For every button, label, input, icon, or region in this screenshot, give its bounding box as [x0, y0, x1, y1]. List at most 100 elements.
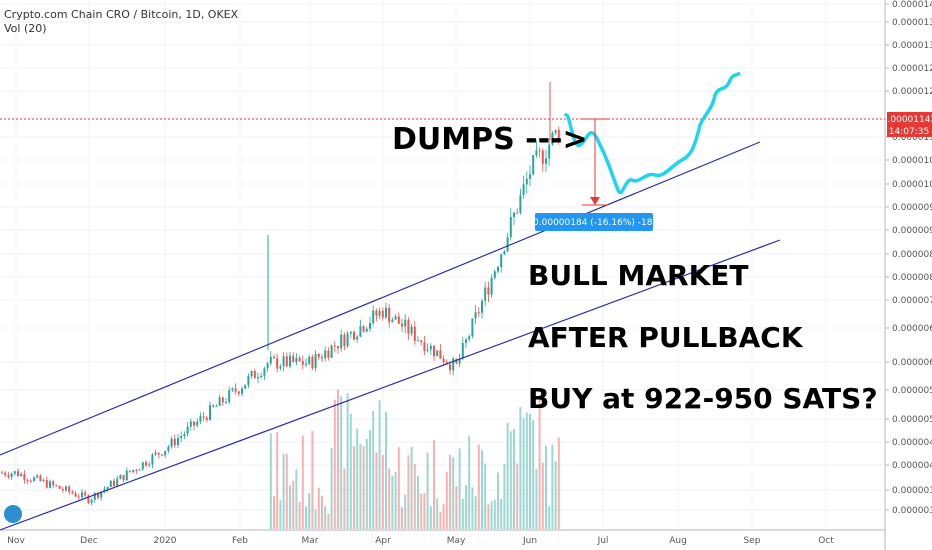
candle-body	[353, 331, 355, 340]
volume-bar	[321, 495, 323, 529]
candle-body	[273, 356, 275, 359]
volume-bar	[458, 448, 461, 529]
candle-body	[356, 336, 359, 340]
tradingview-logo-icon[interactable]	[4, 505, 22, 523]
candle-body	[461, 342, 464, 359]
candle-body	[471, 318, 474, 337]
time-axis[interactable]: Nov Dec 2020 Feb Mar Apr May Jun Jul Aug Sep Oct	[7, 536, 834, 546]
volume-bar	[397, 447, 400, 529]
candle-body	[525, 178, 528, 185]
volume-bar	[269, 433, 272, 529]
candle-body	[241, 388, 243, 394]
volume-bar	[548, 505, 551, 529]
candle-body	[423, 342, 426, 352]
price-tick-label: 0.00001100	[892, 133, 932, 143]
price-tick-label: 0.00001400	[892, 0, 932, 10]
volume-bar	[468, 435, 471, 529]
candle-body	[61, 488, 64, 491]
candle-body	[26, 480, 29, 482]
candle-body	[106, 486, 109, 490]
candle-body	[541, 150, 544, 164]
candle-body	[148, 464, 151, 466]
candle-body	[154, 452, 157, 455]
price-tick-label: 0.00000630	[892, 358, 932, 368]
candle-body	[263, 368, 266, 376]
candle-body	[433, 345, 435, 357]
volume-bar	[407, 455, 410, 529]
upper-channel-line[interactable]	[0, 141, 761, 456]
candle-body	[321, 357, 323, 359]
volume-bar	[333, 399, 336, 529]
candle-body	[522, 184, 525, 195]
volume-bar	[308, 493, 311, 529]
time-tick-label: Feb	[232, 536, 248, 546]
lower-channel-line[interactable]	[0, 239, 781, 531]
candle-body	[196, 421, 199, 426]
candle-body	[513, 212, 515, 217]
price-axis[interactable]: 0.00001400 0.00001350 0.00001300 0.00001250…	[885, 0, 932, 516]
candle-body	[375, 310, 378, 316]
candle-body	[529, 174, 531, 179]
candle-body	[55, 485, 58, 487]
candle-body	[225, 402, 227, 404]
volume-bar	[538, 395, 541, 529]
candle-body	[481, 300, 483, 313]
current-price-badge	[887, 112, 932, 125]
volume-indicator-label[interactable]: Vol (20)	[4, 22, 47, 35]
volume-bar	[404, 494, 407, 529]
volume-bar	[346, 393, 349, 529]
candle-body	[138, 469, 141, 471]
volume-bar	[487, 504, 490, 529]
candle-body	[93, 493, 96, 500]
price-tick-label: 0.00000320	[892, 506, 932, 516]
candle-body	[39, 475, 42, 482]
candle-body	[378, 310, 381, 316]
countdown-badge	[887, 125, 932, 137]
volume-bar	[445, 471, 448, 529]
volume-bar	[481, 450, 483, 529]
volume-bar	[365, 438, 368, 529]
volume-bar	[330, 448, 333, 529]
volume-bar	[292, 480, 295, 529]
projection-path[interactable]	[563, 71, 742, 195]
candle-body	[23, 473, 26, 481]
candle-body	[545, 158, 547, 164]
candle-body	[183, 433, 186, 436]
candle-body	[532, 155, 535, 175]
volume-bar	[426, 452, 429, 529]
volume-bar	[513, 428, 515, 529]
candle-body	[506, 237, 509, 252]
candle-body	[49, 481, 51, 488]
candle-body	[167, 446, 170, 451]
volume-bar	[500, 498, 503, 529]
candle-body	[458, 358, 461, 364]
volume-bar	[391, 475, 394, 529]
candle-body	[429, 345, 432, 350]
volume-bar	[519, 406, 522, 529]
volume-bar	[295, 469, 298, 529]
candle-body	[359, 326, 362, 337]
candle-body	[548, 144, 551, 159]
chart-title[interactable]: Crypto.com Chain CRO / Bitcoin, 1D, OKEX	[4, 8, 239, 21]
volume-bar	[471, 487, 474, 529]
candle-body	[407, 319, 410, 334]
candle-body	[42, 480, 45, 482]
channel-lines[interactable]	[0, 141, 781, 531]
candle-body	[161, 454, 163, 456]
candle-body	[298, 357, 301, 362]
volume-bar	[282, 453, 285, 529]
candle-body	[74, 493, 77, 497]
candle-body	[119, 475, 122, 479]
candle-body	[164, 450, 167, 456]
candle-body	[177, 438, 179, 446]
measure-tool[interactable]: -0.00000184 (-16.16%) -184	[530, 118, 659, 231]
candle-body	[413, 326, 416, 341]
candle-body	[122, 475, 125, 481]
candle-body	[369, 323, 371, 329]
volume-bar	[369, 430, 371, 529]
candle-body	[186, 426, 189, 434]
candle-body	[426, 349, 429, 352]
time-tick-label: Jul	[597, 536, 609, 546]
candle-body	[1, 472, 3, 474]
